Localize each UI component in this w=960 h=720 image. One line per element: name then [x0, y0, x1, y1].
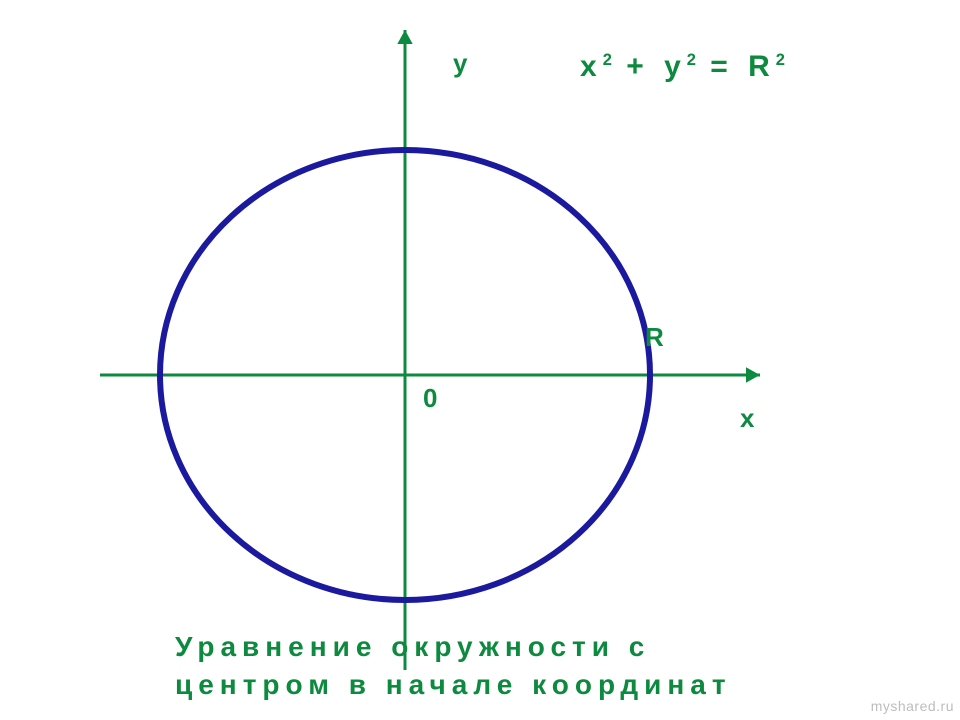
watermark: myshared.ru [871, 698, 954, 714]
eq-r-exp: 2 [776, 51, 785, 69]
eq-x: x [580, 50, 603, 83]
caption-line2: центром в начале координат [175, 669, 732, 700]
radius-label: R [645, 322, 664, 353]
x-axis-label: x [740, 403, 754, 434]
y-axis-label: y [453, 48, 467, 79]
caption: Уравнение окружности с центром в начале … [175, 628, 732, 704]
caption-line1: Уравнение окружности с [175, 631, 650, 662]
eq-eq-r: = R [696, 50, 776, 83]
eq-plus-y: + y [612, 50, 687, 83]
circle-equation: x2 + y2 = R2 [580, 50, 785, 84]
eq-y-exp: 2 [687, 51, 696, 69]
diagram-svg [0, 0, 960, 720]
origin-label: 0 [423, 383, 437, 414]
diagram-stage: x2 + y2 = R2 y x 0 R Уравнение окружност… [0, 0, 960, 720]
eq-x-exp: 2 [603, 51, 612, 69]
